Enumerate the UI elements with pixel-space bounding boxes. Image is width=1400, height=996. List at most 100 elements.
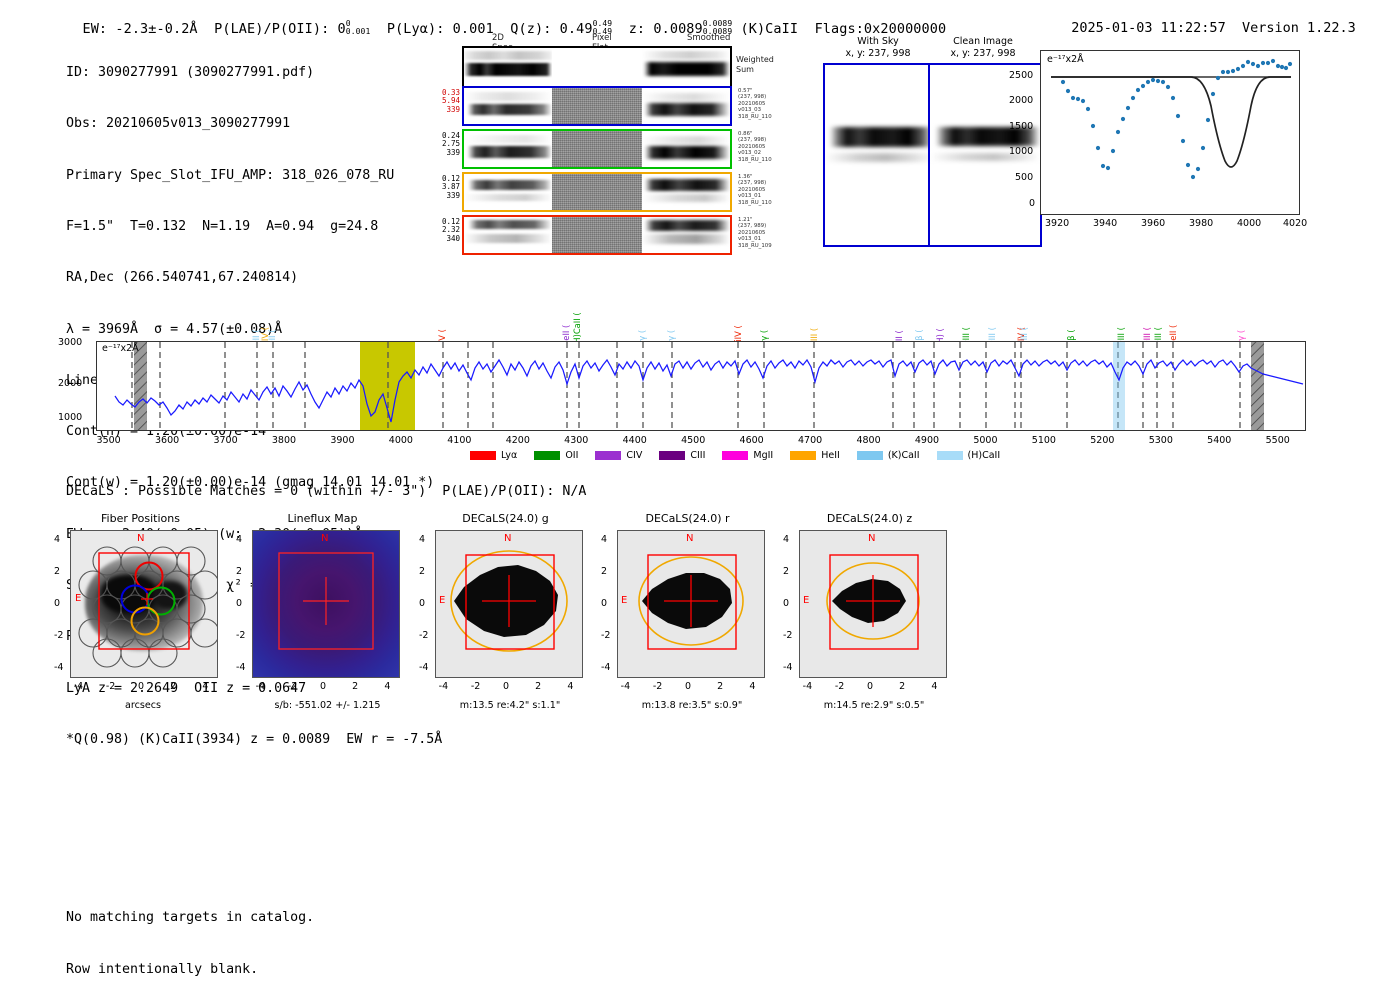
sp-xtick-4300: 4300	[564, 435, 589, 446]
row3-note: 1.21" (237, 989) 20210605 v013_01 318_RU…	[738, 217, 772, 249]
panel2-xtick-0: 0	[503, 681, 510, 692]
panel2-ytick--4: -4	[419, 662, 429, 674]
sp-xtick-5300: 5300	[1148, 435, 1173, 446]
decals-g-image: N E	[435, 530, 583, 678]
panel0-xtick--4: -4	[73, 681, 84, 692]
lp-xtick-3960: 3960	[1141, 218, 1166, 229]
panel1-ytick--4: -4	[236, 662, 246, 674]
legend-item-MgII: MgII	[722, 450, 773, 461]
sp-xtick-3900: 3900	[330, 435, 355, 446]
panel4-ytick--2: -2	[783, 630, 793, 642]
sp-xtick-3600: 3600	[154, 435, 180, 446]
lp-ytick-2500: 2500	[1009, 70, 1034, 81]
row0-note: 0.57" (237, 998) 20210605 v013_03 318_RU…	[738, 88, 772, 120]
header-plae-sub: 0.001	[345, 27, 371, 36]
legend-label: OII	[565, 450, 579, 461]
header-qz-sup: 0.49	[592, 19, 613, 28]
masked-band-right	[1251, 342, 1264, 430]
clean-image-coords: x, y: 237, 998	[950, 48, 1016, 59]
info-redshifts: LyA z = 2.2649 OII z = 0.0647	[66, 680, 307, 696]
legend-item-OII: OII	[534, 450, 578, 461]
panel1-ytick-2: 2	[236, 565, 243, 577]
sp-xtick-5200: 5200	[1090, 435, 1115, 446]
panel2-ytick--2: -2	[419, 630, 429, 642]
line-profile-frame	[1040, 50, 1300, 215]
with-sky-label: With Sky	[857, 36, 899, 47]
panel0-ytick--2: -2	[54, 630, 64, 642]
header-summary-line: EW: -2.3±-0.2Å P(LAE)/P(OII): 00 0.001 P(…	[66, 4, 947, 38]
decals-g-east-marker: E	[439, 595, 446, 606]
row1-note: 0.86" (237, 998) 20210605 v013_02 318_RU…	[738, 131, 772, 163]
weighted-sum-2dspec	[464, 48, 552, 86]
legend-label: CIV	[626, 450, 643, 461]
legend-item-Lyα: Lyα	[470, 450, 517, 461]
legend-item-HCaII: (H)CaII	[936, 450, 1000, 461]
weighted-sum-row	[462, 46, 732, 88]
panel0-ytick-0: 0	[54, 598, 61, 609]
header-qz-sub: 0.49	[592, 27, 613, 36]
header-qz: Q(z): 0.49	[510, 21, 593, 37]
clean-image-label: Clean Image	[953, 36, 1013, 47]
with-sky-coords: x, y: 237, 998	[845, 48, 911, 59]
decals-r-north-marker: N	[686, 533, 694, 544]
sp-xtick-5100: 5100	[1031, 435, 1056, 446]
panel-title-decals-g: DECaLS(24.0) g	[462, 512, 549, 525]
panel1-ytick--2: -2	[236, 630, 246, 642]
row2-metric-2: 339	[446, 190, 460, 200]
panel2-xtick--4: -4	[438, 681, 449, 692]
sp-xtick-4000: 4000	[388, 435, 413, 446]
fiber-marker-orange	[130, 606, 160, 636]
panel3-ytick-2: 2	[601, 565, 608, 577]
panel4-ytick-4: 4	[783, 533, 790, 545]
decals-r-image: N E	[617, 530, 765, 678]
legend-swatch	[790, 451, 817, 460]
sp-xtick-4600: 4600	[739, 435, 764, 446]
legend-swatch	[659, 451, 686, 460]
info-id: ID: 3090277991 (3090277991.pdf)	[66, 65, 315, 81]
panel3-ytick--4: -4	[601, 662, 611, 674]
panel3-ytick-0: 0	[601, 598, 608, 609]
sp-xtick-5000: 5000	[973, 435, 998, 446]
lp-xtick-4020: 4020	[1283, 218, 1308, 229]
panel4-xtick-0: 0	[867, 681, 874, 692]
clean-image-image	[928, 63, 1042, 247]
header-z: z: 0.0089	[628, 21, 703, 37]
fiber-marker-red	[134, 561, 164, 591]
panel-caption-z: m:14.5 re:2.9" s:0.5"	[823, 700, 925, 711]
legend-swatch	[595, 451, 622, 460]
panel4-xtick--4: -4	[802, 681, 813, 692]
panel4-ytick-2: 2	[783, 565, 790, 577]
sp-ytick-3000: 3000	[58, 337, 83, 348]
panel0-xtick-0: 0	[138, 681, 145, 692]
panel1-ytick-4: 4	[236, 533, 243, 545]
legend-swatch	[722, 451, 749, 460]
panel0-xtick--2: -2	[105, 681, 116, 692]
timestamp: 2025-01-03 11:22:57	[1071, 20, 1226, 36]
legend-label: HeII	[821, 450, 840, 461]
row3-metric-1: 2.32	[441, 225, 460, 235]
sp-xtick-4700: 4700	[797, 435, 823, 446]
sp-xtick-3700: 3700	[213, 435, 238, 446]
line-profile-points	[1060, 58, 1293, 180]
info-qline: *Q(0.98) (K)CaII(3934) z = 0.0089 EW r =…	[66, 731, 443, 747]
row2-metric-1: 3.87	[441, 182, 460, 192]
spectrum-legend: Lyα OII CIV CIII MgII HeII (K)CaII (H)CaII	[470, 450, 1000, 461]
panel-caption-g: m:13.5 re:4.2" s:1.1"	[459, 700, 561, 711]
decals-r-east-marker: E	[621, 595, 628, 606]
lp-xtick-3940: 3940	[1093, 218, 1118, 229]
panel-title-lineflux-map: Lineflux Map	[287, 512, 358, 525]
panel-title-decals-z: DECaLS(24.0) z	[826, 512, 913, 525]
header-plae-poii: P(LAE)/P(OII): 0	[214, 21, 346, 37]
panel3-xtick-2: 2	[717, 681, 724, 692]
legend-swatch	[936, 451, 963, 460]
panel2-ytick-2: 2	[419, 565, 426, 577]
panel-title-decals-r: DECaLS(24.0) r	[645, 512, 730, 525]
panel1-xtick-2: 2	[352, 681, 359, 692]
panel-caption-r: m:13.8 re:3.5" s:0.9"	[641, 700, 743, 711]
legend-item-CIII: CIII	[659, 450, 705, 461]
header-flags: Flags:0x20000000	[814, 21, 947, 37]
panel2-xtick-2: 2	[535, 681, 542, 692]
panel1-xtick--2: -2	[287, 681, 298, 692]
lp-xtick-3980: 3980	[1189, 218, 1214, 229]
legend-label: CIII	[690, 450, 706, 461]
